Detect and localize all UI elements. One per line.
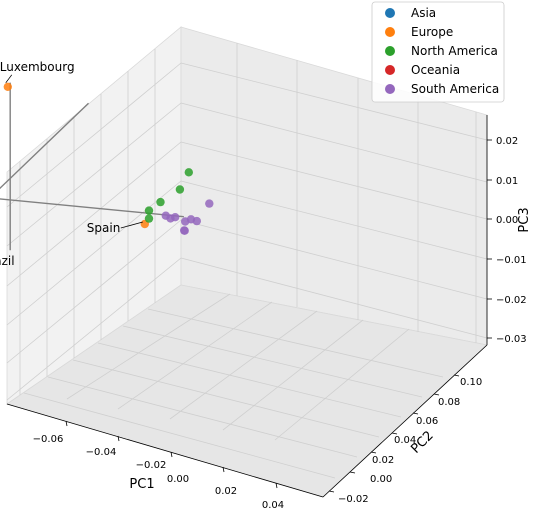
south-america-point	[180, 226, 189, 235]
legend: Asia Europe North America Oceania South Amer…	[371, 1, 505, 103]
north-america-point	[175, 185, 185, 194]
north-america-point	[144, 214, 154, 223]
y-tick-label: 0.10	[460, 377, 482, 388]
pc-reference-line	[0, 198, 184, 218]
legend-label-north-america: North America	[411, 44, 498, 58]
z-tick-label: −0.03	[496, 334, 527, 345]
north-america-point	[156, 197, 165, 207]
y-tick-label: 0.02	[372, 455, 394, 466]
annotation-leader-line	[120, 221, 143, 229]
z-tick-label: 0.00	[496, 215, 518, 226]
scatter-points	[3, 82, 214, 235]
legend-label-europe: Europe	[411, 25, 453, 39]
north-america-point	[184, 168, 193, 177]
south-america-point	[205, 199, 214, 208]
y-tick-label: 0.00	[370, 474, 392, 485]
south-america-point	[171, 213, 180, 222]
x-tick-label: 0.02	[215, 486, 237, 497]
y-tick-label: 0.06	[416, 416, 438, 427]
z-tick-label: 0.01	[496, 176, 518, 187]
annotations: Luxembourg Brazil Spain	[0, 60, 143, 268]
y-axis-label: PC2	[408, 428, 436, 456]
legend-marker-oceania	[385, 65, 395, 75]
pc-reference-line	[0, 102, 90, 190]
grid-lines	[6, 43, 488, 479]
north-america-point	[144, 206, 154, 215]
x-tick-label: −0.04	[86, 447, 117, 458]
y-tick-label: 0.04	[394, 435, 416, 446]
legend-box	[371, 1, 505, 103]
legend-label-south-america: South America	[411, 82, 499, 96]
y-tick-label: −0.02	[338, 494, 369, 505]
z-tick-label: 0.02	[496, 136, 518, 147]
annotation-luxembourg: Luxembourg	[0, 60, 75, 74]
legend-marker-north-america	[385, 46, 395, 56]
y-tick-label: 0.08	[438, 397, 460, 408]
x-tick-label: 0.04	[262, 500, 284, 511]
legend-marker-europe	[385, 27, 395, 37]
annotation-leader-line	[5, 74, 13, 84]
south-america-point	[192, 216, 201, 226]
x-tick-label: −0.06	[33, 434, 64, 445]
annotation-spain: Spain	[87, 221, 121, 235]
legend-label-oceania: Oceania	[411, 63, 460, 77]
tick-marks	[65, 139, 492, 493]
reference-axis-lines	[0, 82, 184, 251]
legend-label-asia: Asia	[411, 6, 436, 20]
x-tick-label: −0.02	[136, 460, 167, 471]
legend-marker-south-america	[385, 84, 395, 94]
z-tick-label: −0.02	[496, 295, 527, 306]
legend-marker-asia	[385, 8, 395, 18]
z-tick-label: −0.01	[496, 255, 527, 266]
europe-point	[3, 82, 12, 92]
annotation-brazil: Brazil	[0, 254, 15, 268]
z-axis-label: PC3	[517, 207, 532, 232]
x-tick-label: 0.00	[167, 474, 189, 485]
x-axis-label: PC1	[129, 477, 154, 492]
